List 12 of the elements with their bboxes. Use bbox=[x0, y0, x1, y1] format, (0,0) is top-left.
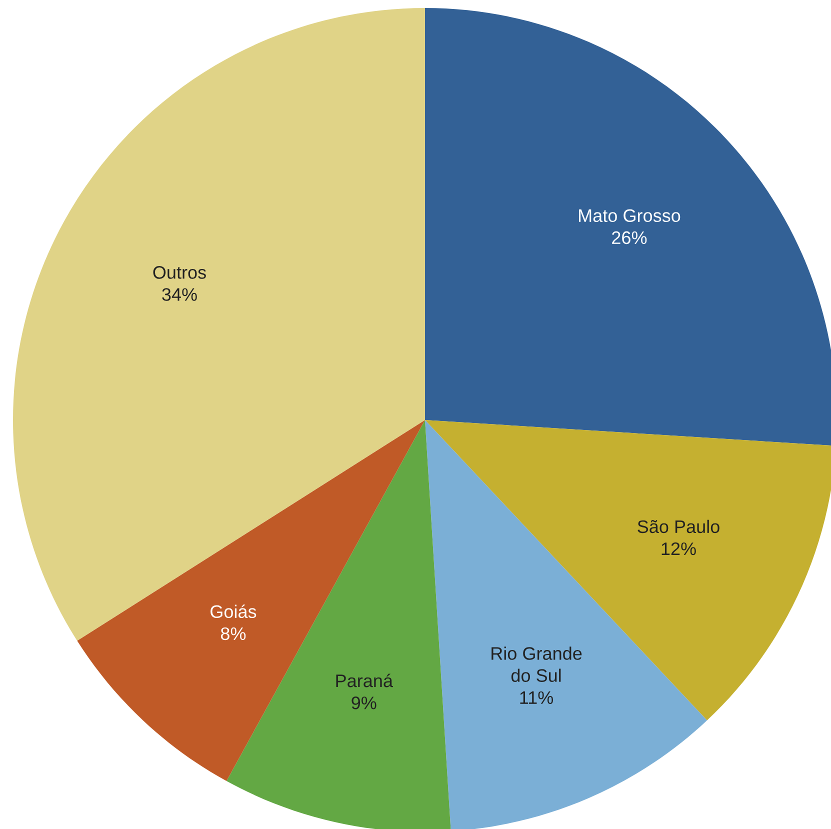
slice-label: Rio Grande do Sul bbox=[492, 646, 582, 682]
data-label: 8% bbox=[220, 627, 246, 640]
data-label: 12% bbox=[662, 542, 696, 556]
data-label: 9% bbox=[352, 696, 376, 710]
data-label: 26% bbox=[612, 231, 647, 244]
data-label: 11% bbox=[520, 691, 554, 704]
slice-label: Mato Grosso bbox=[579, 209, 680, 222]
slice-label: Goiás bbox=[210, 604, 256, 618]
slice-label: São Paulo bbox=[638, 520, 720, 534]
slice-label: Paraná bbox=[336, 674, 393, 688]
slice-label: Outros bbox=[153, 266, 206, 279]
data-label: 34% bbox=[162, 288, 197, 301]
